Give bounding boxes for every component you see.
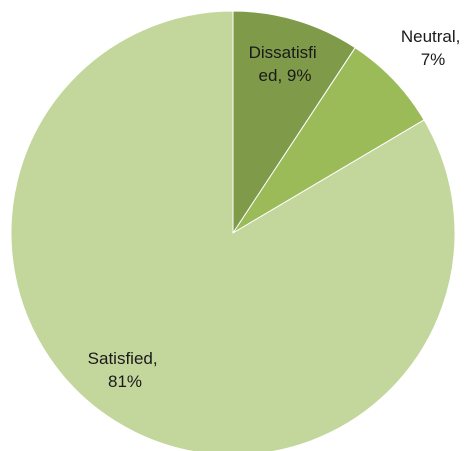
slice-label-neutral-line1: Neutral, (401, 27, 461, 46)
pie-slices (10, 10, 456, 451)
slice-label-satisfied-line1: Satisfied, (88, 349, 158, 368)
pie-slice-dissatisfied (232, 10, 356, 235)
slice-label-dissatisfied: Dissatisfi ed, 9% (249, 43, 322, 85)
slice-label-dissatisfied-line1: Dissatisfi (249, 43, 317, 62)
slice-label-satisfied: Satisfied, 81% (88, 349, 163, 391)
slice-label-neutral-line2: 7% (421, 50, 446, 69)
pie-labels: Dissatisfi ed, 9% Neutral, 7% Satisfied,… (88, 27, 465, 391)
slice-label-neutral: Neutral, 7% (401, 27, 465, 69)
slice-label-satisfied-line2: 81% (108, 372, 142, 391)
slice-label-dissatisfied-line2: ed, 9% (259, 66, 312, 85)
pie-slice-neutral (232, 46, 425, 234)
pie-slice-satisfied (10, 10, 456, 451)
